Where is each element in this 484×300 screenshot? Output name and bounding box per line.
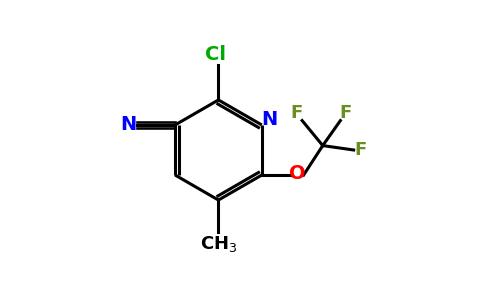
Text: N: N xyxy=(261,110,277,129)
Text: N: N xyxy=(121,116,136,134)
Text: O: O xyxy=(289,164,306,183)
Text: CH$_3$: CH$_3$ xyxy=(200,234,237,254)
Text: F: F xyxy=(291,104,303,122)
Text: F: F xyxy=(354,141,366,159)
Text: F: F xyxy=(340,104,352,122)
Text: Cl: Cl xyxy=(205,45,226,64)
